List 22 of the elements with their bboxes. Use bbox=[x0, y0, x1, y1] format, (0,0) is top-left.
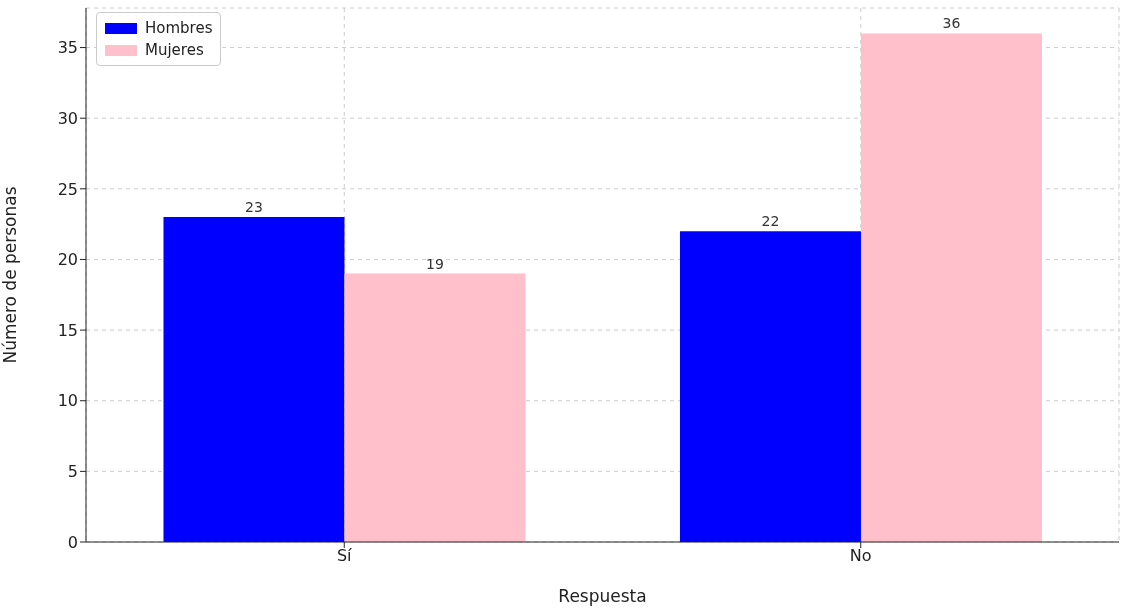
bar bbox=[679, 231, 861, 542]
y-tick-label: 0 bbox=[67, 532, 78, 552]
bar bbox=[163, 217, 345, 542]
data-label: 23 bbox=[245, 199, 263, 216]
x-tick-label: No bbox=[849, 546, 872, 566]
bar bbox=[860, 33, 1042, 542]
legend-label: Mujeres bbox=[145, 40, 204, 61]
x-axis-title: Respuesta bbox=[558, 586, 647, 606]
y-tick-label: 15 bbox=[57, 320, 78, 340]
y-tick-label: 25 bbox=[57, 179, 78, 199]
data-label: 22 bbox=[761, 213, 780, 230]
y-tick-label: 10 bbox=[57, 391, 78, 411]
y-tick-label: 20 bbox=[57, 250, 78, 270]
data-label: 19 bbox=[426, 255, 444, 272]
y-tick-label: 30 bbox=[57, 108, 78, 128]
bar bbox=[344, 273, 526, 542]
y-tick-label: 35 bbox=[57, 38, 78, 58]
y-tick-label: 5 bbox=[67, 462, 78, 482]
legend-label: Hombres bbox=[145, 18, 213, 39]
y-axis-title: Número de personas bbox=[0, 186, 21, 364]
data-label: 36 bbox=[942, 15, 961, 32]
x-tick-label: Sí bbox=[336, 546, 353, 566]
